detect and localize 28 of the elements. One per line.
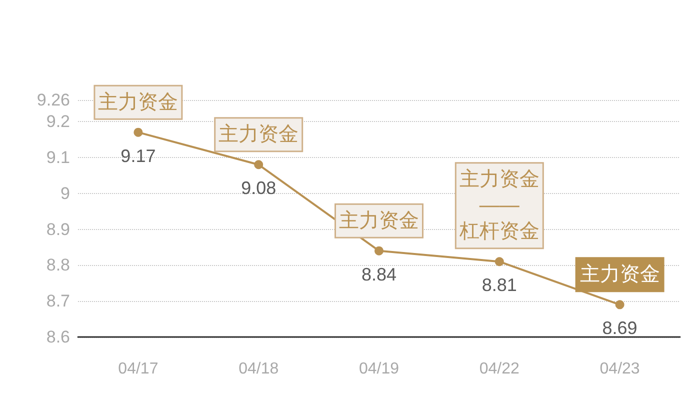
x-tick-label: 04/17	[118, 360, 158, 378]
point	[615, 300, 624, 310]
y-tick-label: 8.6	[46, 328, 70, 346]
y-tick-label: 8.9	[46, 220, 70, 239]
data-label: 8.84	[361, 264, 397, 284]
x-tick-label: 04/19	[358, 360, 400, 378]
y-tick-label: 9	[60, 184, 70, 203]
annotation: 主力资金	[339, 208, 419, 232]
data-label: 8.69	[602, 318, 638, 338]
y-tick-label: 9.1	[46, 148, 70, 167]
annotation: 主力资金 —— 杠杆资金	[458, 168, 540, 243]
annotation: 主力资金	[98, 90, 178, 114]
annotation: 主力资金	[580, 262, 660, 286]
x-tick-label: 04/23	[600, 360, 640, 378]
point	[134, 128, 143, 137]
y-tick-label: 9.2	[46, 112, 70, 132]
annotation: 主力资金	[218, 122, 299, 146]
y-tick-label: 9.26	[36, 90, 70, 110]
data-label: 8.81	[482, 275, 517, 296]
data-label: 9.08	[241, 178, 276, 198]
point	[374, 246, 384, 256]
y-tick-label: 8.7	[46, 292, 70, 311]
y-tick-label: 8.8	[46, 256, 70, 275]
point	[494, 257, 504, 266]
data-label: 9.17	[120, 146, 156, 166]
point	[254, 160, 264, 170]
x-tick-label: 04/22	[479, 360, 520, 378]
x-tick-label: 04/18	[238, 360, 279, 378]
